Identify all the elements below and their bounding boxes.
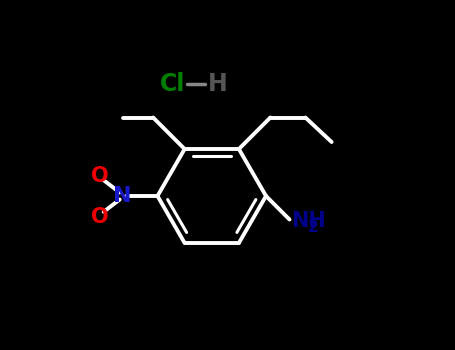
Text: O: O: [91, 166, 109, 186]
Text: N: N: [113, 186, 132, 206]
Text: 2: 2: [308, 220, 318, 235]
Text: Cl: Cl: [160, 72, 186, 96]
Text: O: O: [91, 207, 109, 227]
Text: NH: NH: [291, 211, 326, 231]
Text: H: H: [208, 72, 228, 96]
